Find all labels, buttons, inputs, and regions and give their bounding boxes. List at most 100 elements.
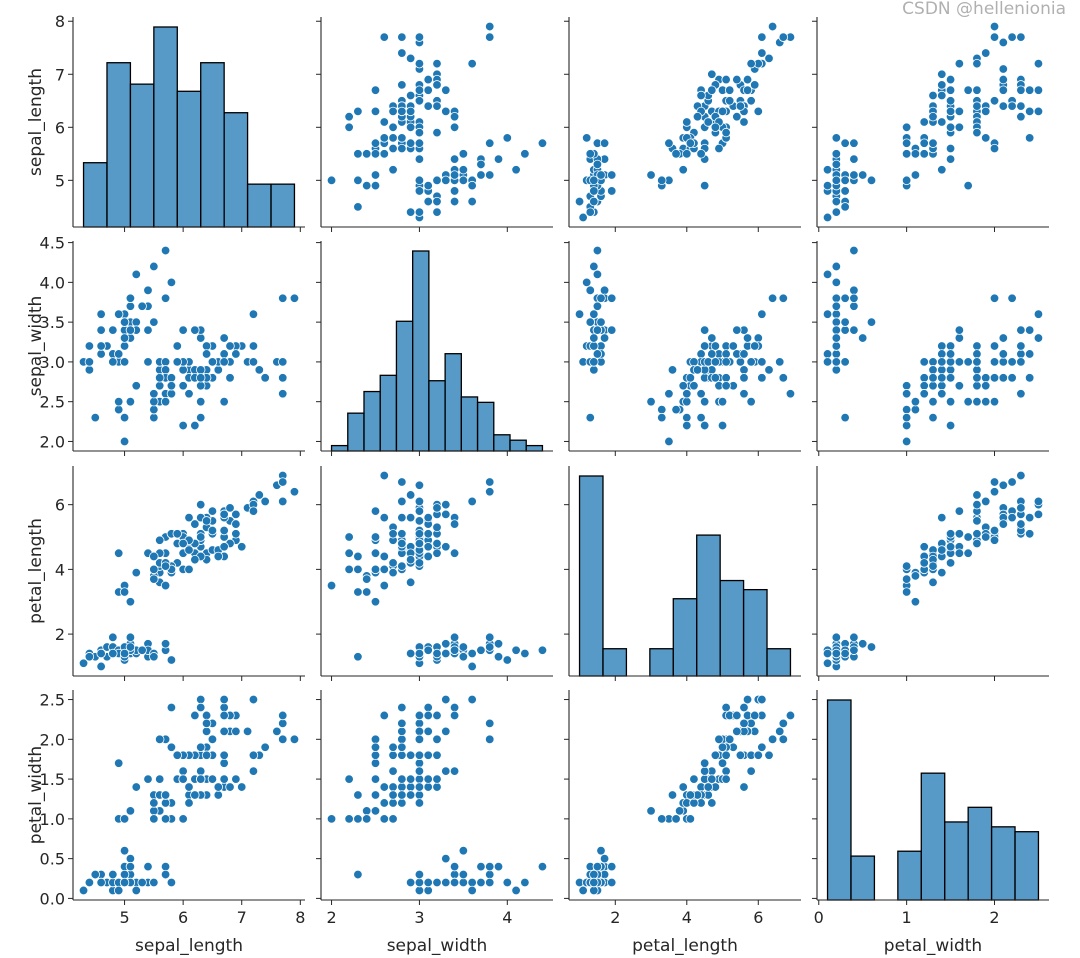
scatter-point	[260, 496, 270, 507]
scatter-point	[458, 165, 469, 175]
scatter-point	[578, 885, 588, 896]
scatter-point	[155, 774, 165, 784]
scatter-point	[397, 496, 407, 507]
scatter-point	[589, 357, 599, 367]
scatter-point	[423, 710, 433, 721]
scatter-point	[840, 317, 850, 327]
scatter-point	[449, 154, 460, 164]
scatter-point	[353, 149, 363, 159]
scatter-point	[379, 133, 389, 143]
scatter-point	[981, 48, 991, 58]
scatter-point	[963, 396, 973, 407]
scatter-point	[414, 175, 425, 186]
scatter-point	[344, 532, 354, 542]
scatter-point	[945, 558, 956, 568]
scatter-point	[449, 186, 460, 196]
scatter-point	[707, 333, 717, 343]
scatter-point	[596, 293, 606, 303]
y-tick-label: 5	[55, 171, 65, 190]
y-axis-label-petal_width: petal_width	[26, 746, 46, 844]
scatter-point	[901, 420, 912, 431]
scatter-point	[485, 138, 495, 148]
scatter-point	[160, 798, 171, 808]
scatter-point	[989, 96, 1000, 106]
scatter-point	[919, 357, 929, 367]
scatter-point	[405, 774, 416, 784]
scatter-point	[972, 85, 982, 95]
scatter-point	[96, 349, 106, 359]
scatter-point	[370, 597, 381, 607]
scatter-point	[607, 170, 617, 180]
scatter-point	[739, 117, 749, 127]
scatter-point	[910, 571, 921, 581]
scatter-point	[149, 396, 159, 407]
scatter-point	[493, 861, 504, 872]
scatter-point	[919, 381, 929, 391]
scatter-point	[370, 734, 381, 745]
scatter-point	[125, 632, 136, 643]
scatter-point	[353, 564, 363, 575]
scatter-point	[414, 766, 425, 776]
scatter-point	[972, 381, 982, 391]
scatter-point	[667, 365, 678, 375]
scatter-point	[989, 525, 1000, 536]
scatter-point	[379, 117, 389, 127]
scatter-point	[753, 750, 763, 760]
hist-bar	[444, 353, 462, 452]
scatter-point	[511, 165, 521, 175]
scatter-point	[397, 477, 407, 487]
scatter-point	[589, 175, 599, 186]
hist-bar	[153, 26, 178, 228]
scatter-point	[178, 774, 188, 784]
scatter-point	[831, 175, 842, 186]
scatter-point	[441, 106, 451, 117]
scatter-point	[592, 301, 603, 311]
scatter-point	[405, 490, 416, 500]
scatter-point	[493, 154, 504, 164]
scatter-point	[928, 412, 938, 423]
hist-bar	[525, 444, 544, 452]
scatter-point	[1033, 58, 1044, 69]
hist-bar	[826, 699, 852, 901]
scatter-point	[607, 325, 617, 335]
scatter-point	[160, 639, 171, 649]
scatter-point	[1016, 357, 1026, 367]
scatter-point	[981, 381, 991, 391]
scatter-point	[388, 529, 398, 539]
hist-bar	[106, 62, 132, 228]
scatter-point	[405, 122, 416, 133]
scatter-point	[160, 861, 171, 872]
scatter-point	[739, 349, 749, 359]
scatter-point	[592, 325, 603, 335]
scatter-point	[972, 349, 982, 359]
scatter-point	[397, 742, 407, 752]
scatter-point	[432, 127, 442, 138]
scatter-point	[388, 143, 398, 154]
scatter-point	[344, 122, 354, 133]
scatter-point	[432, 196, 442, 207]
scatter-point	[476, 861, 486, 872]
scatter-point	[954, 548, 965, 558]
scatter-point	[746, 96, 756, 106]
scatter-point	[692, 365, 703, 375]
scatter-point	[184, 564, 194, 575]
scatter-point	[370, 149, 381, 159]
scatter-point	[405, 648, 416, 659]
scatter-point	[272, 726, 282, 737]
scatter-point	[414, 496, 425, 507]
scatter-point	[945, 143, 956, 154]
scatter-point	[674, 806, 685, 816]
scatter-point	[178, 365, 188, 375]
scatter-point	[831, 341, 842, 351]
scatter-point	[954, 357, 965, 367]
scatter-point	[84, 357, 95, 367]
scatter-point	[937, 165, 947, 175]
scatter-point	[441, 499, 451, 510]
panel-petal_length-vs-petal_length	[564, 466, 801, 681]
scatter-point	[972, 529, 982, 539]
scatter-point	[599, 285, 610, 296]
scatter-point	[822, 357, 833, 367]
scatter-point	[113, 309, 124, 319]
scatter-point	[219, 702, 229, 713]
scatter-point	[735, 101, 746, 111]
